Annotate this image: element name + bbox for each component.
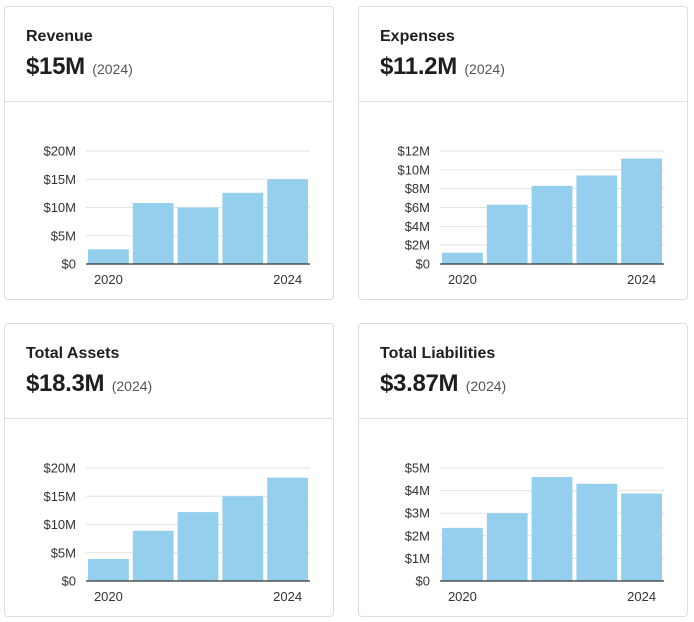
y-tick-label: $6M [405,200,430,215]
card-year: (2024) [92,61,133,77]
y-tick-label: $5M [51,545,76,560]
y-tick-label: $8M [405,181,430,196]
bar-2023 [222,496,264,581]
card-value: $3.87M [380,370,459,397]
y-tick-label: $4M [405,483,430,498]
x-tick-label: 2020 [448,272,477,287]
y-tick-label: $12M [397,144,430,159]
bar-2020 [442,252,483,264]
total-assets-card: Total Assets $18.3M (2024) $0 $5M $10M $15M… [4,323,334,617]
card-value-row: $15M (2024) [26,53,333,81]
y-tick-label: $0 [62,257,76,272]
x-tick-label: 2020 [94,272,123,287]
card-value: $18.3M [26,370,105,397]
y-tick-label: $1M [405,551,430,566]
card-value: $11.2M [380,53,457,80]
bar-2020 [88,558,129,581]
y-tick-label: $20M [43,144,76,159]
bar-2024 [621,158,662,264]
bar-2021 [486,513,528,581]
card-title: Total Assets [26,345,120,362]
x-tick-label: 2024 [273,589,302,604]
y-tick-label: $0 [62,574,76,589]
card-title: Expenses [380,28,455,45]
card-value: $15M [26,53,85,80]
card-title: Total Liabilities [380,345,496,362]
bar-2023 [222,192,264,264]
y-tick-label: $10M [397,162,430,177]
y-tick-label: $0 [416,257,430,272]
card-header: Total Assets $18.3M (2024) [5,324,333,419]
total-liabilities-bar-chart: $0 $1M $2M $3M $4M $5M 2020 2024 [405,461,664,604]
x-tick-label: 2024 [627,272,656,287]
y-tick-label: $2M [405,238,430,253]
y-tick-label: $20M [43,461,76,476]
card-year: (2024) [464,61,505,77]
y-tick-label: $5M [405,461,430,476]
bar-2024 [621,493,662,581]
bar-2021 [132,202,174,264]
card-header: Revenue $15M (2024) [5,7,333,102]
bar-2022 [531,185,573,264]
x-tick-label: 2024 [273,272,302,287]
card-value-row: $18.3M (2024) [26,370,333,398]
card-year: (2024) [111,378,153,394]
bar-2020 [88,249,129,264]
x-tick-label: 2020 [94,589,123,604]
y-tick-label: $15M [43,489,76,504]
bar-2023 [576,483,618,581]
bar-2022 [531,477,573,581]
x-tick-label: 2024 [627,589,656,604]
bar-2020 [442,527,483,581]
y-tick-label: $3M [405,506,430,521]
expenses-bar-chart: $0 $2M $4M $6M $8M $10M $12M 2020 2024 [397,144,664,287]
card-header: Total Liabilities $3.87M (2024) [359,324,687,419]
bar-2021 [132,530,174,581]
y-tick-label: $5M [51,228,76,243]
bar-2023 [576,175,618,264]
card-year: (2024) [465,378,507,394]
y-tick-label: $0 [416,574,430,589]
y-tick-label: $2M [405,528,430,543]
card-title: Revenue [26,28,93,45]
bar-2024 [267,477,308,581]
y-tick-label: $15M [43,172,76,187]
bar-2021 [486,204,528,264]
y-tick-label: $4M [405,219,430,234]
total-assets-bar-chart: $0 $5M $10M $15M $20M 2020 2024 [43,461,310,604]
y-tick-label: $10M [43,200,76,215]
bar-2022 [177,512,219,581]
revenue-bar-chart: $0 $5M $10M $15M $20M 2020 2024 [43,144,310,287]
revenue-card: Revenue $15M (2024) $0 $5M $10M $15M $20M 202… [4,6,334,300]
total-liabilities-card: Total Liabilities $3.87M (2024) $0 $1M $2M… [358,323,688,617]
expenses-card: Expenses $11.2M (2024) $0 $2M $4M $6M $8M $10… [358,6,688,300]
y-tick-label: $10M [43,517,76,532]
card-header: Expenses $11.2M (2024) [359,7,687,102]
card-value-row: $3.87M (2024) [380,370,687,398]
bar-2024 [267,179,308,264]
card-value-row: $11.2M (2024) [380,53,687,81]
bar-2022 [177,207,219,264]
x-tick-label: 2020 [448,589,477,604]
